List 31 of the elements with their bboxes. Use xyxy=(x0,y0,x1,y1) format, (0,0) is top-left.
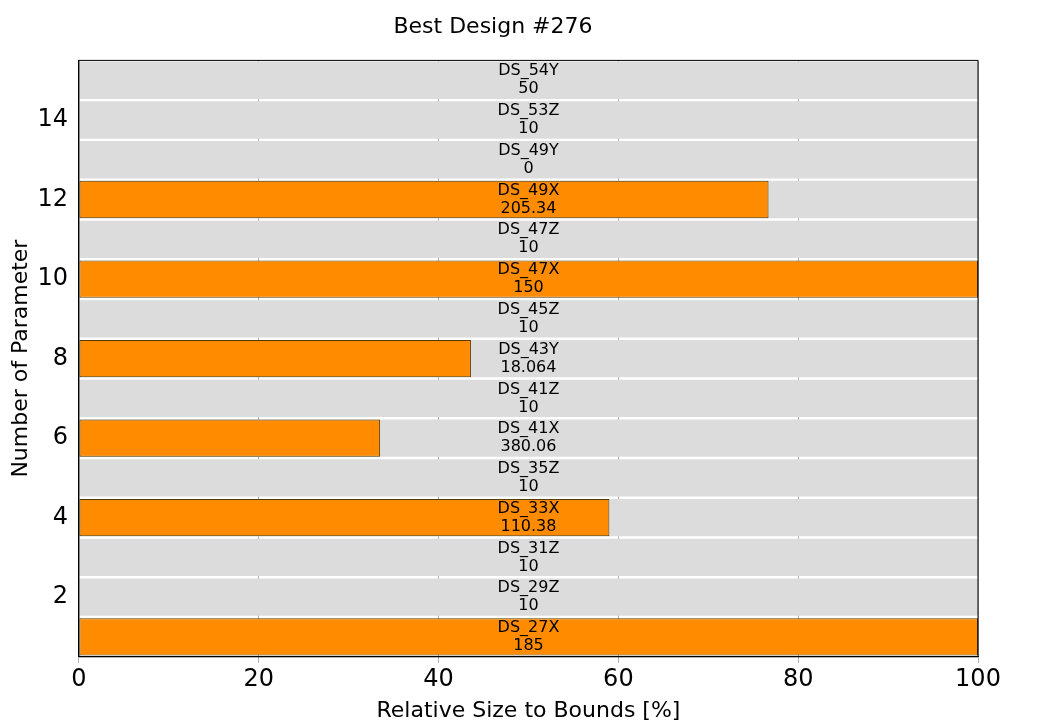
y-tick-label: 2 xyxy=(52,581,68,610)
x-axis-title: Relative Size to Bounds [%] xyxy=(376,696,681,722)
y-tick-label: 12 xyxy=(37,183,68,212)
data-label: DS_43Y 18.064 xyxy=(498,338,559,376)
y-tick-label: 4 xyxy=(52,501,68,530)
data-label: DS_49X 205.34 xyxy=(497,179,560,217)
y-tick-label: 6 xyxy=(52,422,68,451)
x-tick-label: 20 xyxy=(243,664,275,693)
y-tick-label: 10 xyxy=(37,263,68,292)
data-label: DS_47Z 10 xyxy=(497,219,560,257)
x-tick-label: 60 xyxy=(603,664,634,693)
y-tick-label: 8 xyxy=(52,342,68,371)
y-tick-label: 14 xyxy=(37,104,68,133)
x-tick-label: 80 xyxy=(782,664,814,693)
chart-title: Best Design #276 xyxy=(393,12,593,38)
data-label: DS_29Z 10 xyxy=(497,577,560,615)
y-axis-title: Number of Parameter xyxy=(6,238,32,478)
data-label: DS_31Z 10 xyxy=(497,537,560,575)
data-label: DS_54Y 50 xyxy=(498,60,559,98)
data-label: DS_33X 110.38 xyxy=(497,497,560,535)
x-tick-label: 0 xyxy=(71,664,87,693)
data-label: DS_45Z 10 xyxy=(497,299,560,336)
data-label: DS_41X 380.06 xyxy=(497,418,560,456)
x-tick-label: 100 xyxy=(955,664,1001,693)
x-tick-label: 40 xyxy=(423,664,454,693)
data-label: DS_27X 185 xyxy=(497,617,560,655)
data-label: DS_53Z 10 xyxy=(497,100,560,138)
data-label: DS_41Z 10 xyxy=(497,378,560,416)
data-label: DS_49Y 0 xyxy=(498,139,559,177)
data-label: DS_35Z 10 xyxy=(497,458,560,496)
data-label: DS_47X 150 xyxy=(497,259,560,297)
